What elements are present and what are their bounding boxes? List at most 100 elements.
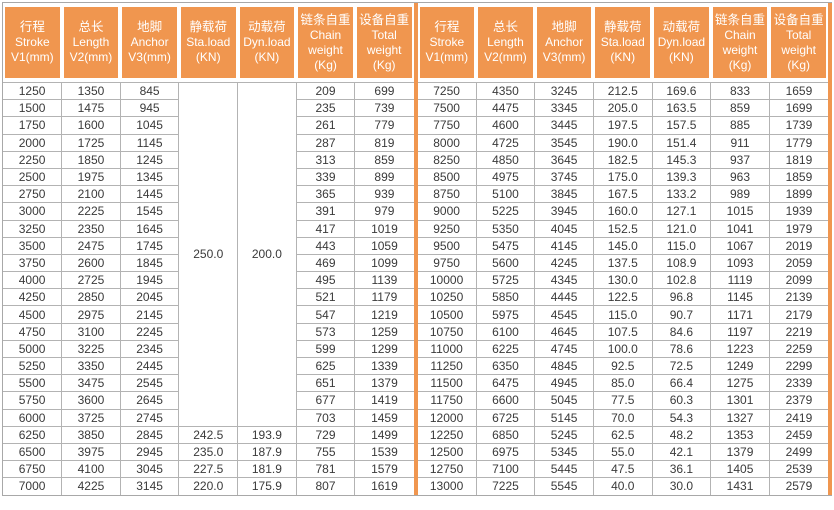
cell-stroke: 12500 bbox=[417, 442, 477, 462]
cell-anchor: 4545 bbox=[534, 305, 594, 324]
header-line: Stroke bbox=[429, 35, 465, 49]
cell-chain-weight: 1275 bbox=[710, 374, 770, 393]
cell-stroke: 1250 bbox=[3, 81, 63, 101]
cell-length: 5975 bbox=[475, 305, 536, 324]
header-line: Anchor bbox=[545, 35, 584, 49]
cell-sta-load: 220.0 bbox=[178, 477, 239, 495]
spec-table-left-half: 行程 Stroke V1(mm) 总长 Length V2(mm) 地脚 Anchor V3(m… bbox=[3, 3, 414, 495]
cell-chain-weight: 261 bbox=[295, 116, 356, 135]
cell-chain-weight: 1093 bbox=[710, 253, 770, 273]
cell-total-weight: 1339 bbox=[354, 356, 414, 376]
header-line: 地脚 bbox=[137, 20, 163, 34]
cell-total-weight: 1779 bbox=[768, 133, 828, 152]
cell-stroke: 5250 bbox=[3, 356, 63, 376]
cell-length: 5475 bbox=[475, 236, 536, 255]
header-line: (Kg) bbox=[372, 57, 396, 72]
header-line: Total bbox=[785, 27, 812, 42]
merged-cell-dyn-load: 200.0 bbox=[237, 82, 297, 427]
table-row: 10000 5725 4345 130.0 102.8 1119 2099 bbox=[417, 271, 828, 290]
cell-sta-load: 175.0 bbox=[592, 167, 653, 187]
table-row: 10500 5975 4545 115.0 90.7 1171 2179 bbox=[417, 305, 828, 324]
cell-sta-load: 227.5 bbox=[178, 460, 239, 479]
cell-sta-load: 122.5 bbox=[592, 288, 653, 307]
cell-stroke: 4000 bbox=[3, 271, 63, 290]
cell-anchor: 2545 bbox=[119, 374, 180, 393]
cell-anchor: 3145 bbox=[119, 477, 180, 495]
cell-chain-weight: 339 bbox=[295, 167, 356, 187]
cell-sta-load: 182.5 bbox=[592, 150, 653, 169]
cell-stroke: 7000 bbox=[3, 477, 63, 495]
table-row: 4250 2850 2045 521 1179 bbox=[3, 288, 414, 307]
cell-sta-load: 92.5 bbox=[592, 356, 653, 376]
cell-stroke: 8500 bbox=[417, 167, 477, 187]
cell-anchor: 4145 bbox=[534, 236, 594, 255]
cell-total-weight: 2539 bbox=[768, 460, 828, 479]
header-line: Dyn.load bbox=[243, 35, 291, 49]
cell-anchor: 2745 bbox=[119, 408, 180, 427]
cell-sta-load: 107.5 bbox=[592, 322, 653, 341]
column-header-box: 设备自重 Total weight (Kg) bbox=[356, 7, 412, 78]
cell-anchor: 1245 bbox=[119, 150, 180, 169]
column-header-dyn-load: 动载荷 Dyn.load (KN) bbox=[652, 3, 711, 83]
cell-anchor: 3645 bbox=[534, 150, 594, 169]
cell-anchor: 3745 bbox=[534, 167, 594, 187]
cell-stroke: 8000 bbox=[417, 133, 477, 152]
column-header-box: 总长 Length V2(mm) bbox=[63, 7, 119, 78]
cell-length: 4600 bbox=[475, 116, 536, 135]
cell-chain-weight: 703 bbox=[295, 408, 356, 427]
cell-total-weight: 1659 bbox=[768, 81, 828, 101]
cell-dyn-load: 169.6 bbox=[651, 81, 712, 101]
header-row: 行程 Stroke V1(mm) 总长 Length V2(mm) 地脚 Anchor V3(m… bbox=[417, 3, 828, 83]
cell-anchor: 945 bbox=[119, 99, 180, 118]
cell-sta-load: 235.0 bbox=[178, 442, 239, 462]
cell-dyn-load: 139.3 bbox=[651, 167, 712, 187]
cell-anchor: 1645 bbox=[119, 219, 180, 238]
cell-dyn-load: 163.5 bbox=[651, 99, 712, 118]
header-line: Sta.load bbox=[600, 35, 645, 49]
cell-total-weight: 1539 bbox=[354, 442, 414, 462]
cell-chain-weight: 1405 bbox=[710, 460, 770, 479]
cell-stroke: 9250 bbox=[417, 219, 477, 238]
cell-stroke: 7500 bbox=[417, 99, 477, 118]
cell-sta-load: 160.0 bbox=[592, 202, 653, 221]
cell-total-weight: 1979 bbox=[768, 219, 828, 238]
cell-stroke: 5500 bbox=[3, 374, 63, 393]
cell-anchor: 5545 bbox=[534, 477, 594, 495]
cell-chain-weight: 1301 bbox=[710, 391, 770, 410]
column-header-box: 地脚 Anchor V3(mm) bbox=[536, 7, 592, 78]
cell-sta-load: 212.5 bbox=[592, 81, 653, 101]
table-row: 8750 5100 3845 167.5 133.2 989 1899 bbox=[417, 185, 828, 204]
column-header-length: 总长 Length V2(mm) bbox=[61, 3, 121, 83]
table-row: 12750 7100 5445 47.5 36.1 1405 2539 bbox=[417, 460, 828, 479]
table-row: 7500 4475 3345 205.0 163.5 859 1699 bbox=[417, 99, 828, 118]
column-header-sta-load: 静载荷 Sta.load (KN) bbox=[593, 3, 653, 83]
table-row: 6500 3975 2945 235.0 187.9 755 1539 bbox=[3, 442, 414, 462]
cell-anchor: 5145 bbox=[534, 408, 594, 427]
cell-length: 6725 bbox=[475, 408, 536, 427]
cell-anchor: 1845 bbox=[119, 253, 180, 273]
cell-anchor: 3245 bbox=[534, 81, 594, 101]
cell-dyn-load: 72.5 bbox=[651, 356, 712, 376]
cell-length: 2225 bbox=[61, 202, 121, 221]
cell-dyn-load: 60.3 bbox=[651, 391, 712, 410]
table-row: 6250 3850 2845 242.5 193.9 729 1499 bbox=[3, 425, 414, 444]
table-row: 1750 1600 1045 261 779 bbox=[3, 116, 414, 135]
cell-total-weight: 1259 bbox=[354, 322, 414, 341]
table-row: 9250 5350 4045 152.5 121.0 1041 1979 bbox=[417, 219, 828, 238]
left-table-body: 1250 1350 845 250.0 200.0 209 699 1500 1475 945 23… bbox=[3, 81, 414, 495]
cell-dyn-load: 127.1 bbox=[651, 202, 712, 221]
cell-dyn-load: 115.0 bbox=[651, 236, 712, 255]
table-row: 9000 5225 3945 160.0 127.1 1015 1939 bbox=[417, 202, 828, 221]
table-row: 9500 5475 4145 145.0 115.0 1067 2019 bbox=[417, 236, 828, 255]
cell-stroke: 7250 bbox=[417, 81, 477, 101]
cell-total-weight: 1019 bbox=[354, 219, 414, 238]
cell-length: 3600 bbox=[61, 391, 121, 410]
cell-length: 6100 bbox=[475, 322, 536, 341]
cell-stroke: 10250 bbox=[417, 288, 477, 307]
cell-sta-load: 62.5 bbox=[592, 425, 653, 444]
header-line: Sta.load bbox=[186, 35, 231, 49]
cell-chain-weight: 1171 bbox=[710, 305, 770, 324]
cell-chain-weight: 807 bbox=[295, 477, 356, 495]
cell-total-weight: 2019 bbox=[768, 236, 828, 255]
spec-table-right-half: 行程 Stroke V1(mm) 总长 Length V2(mm) 地脚 Anchor V3(m… bbox=[417, 3, 828, 495]
